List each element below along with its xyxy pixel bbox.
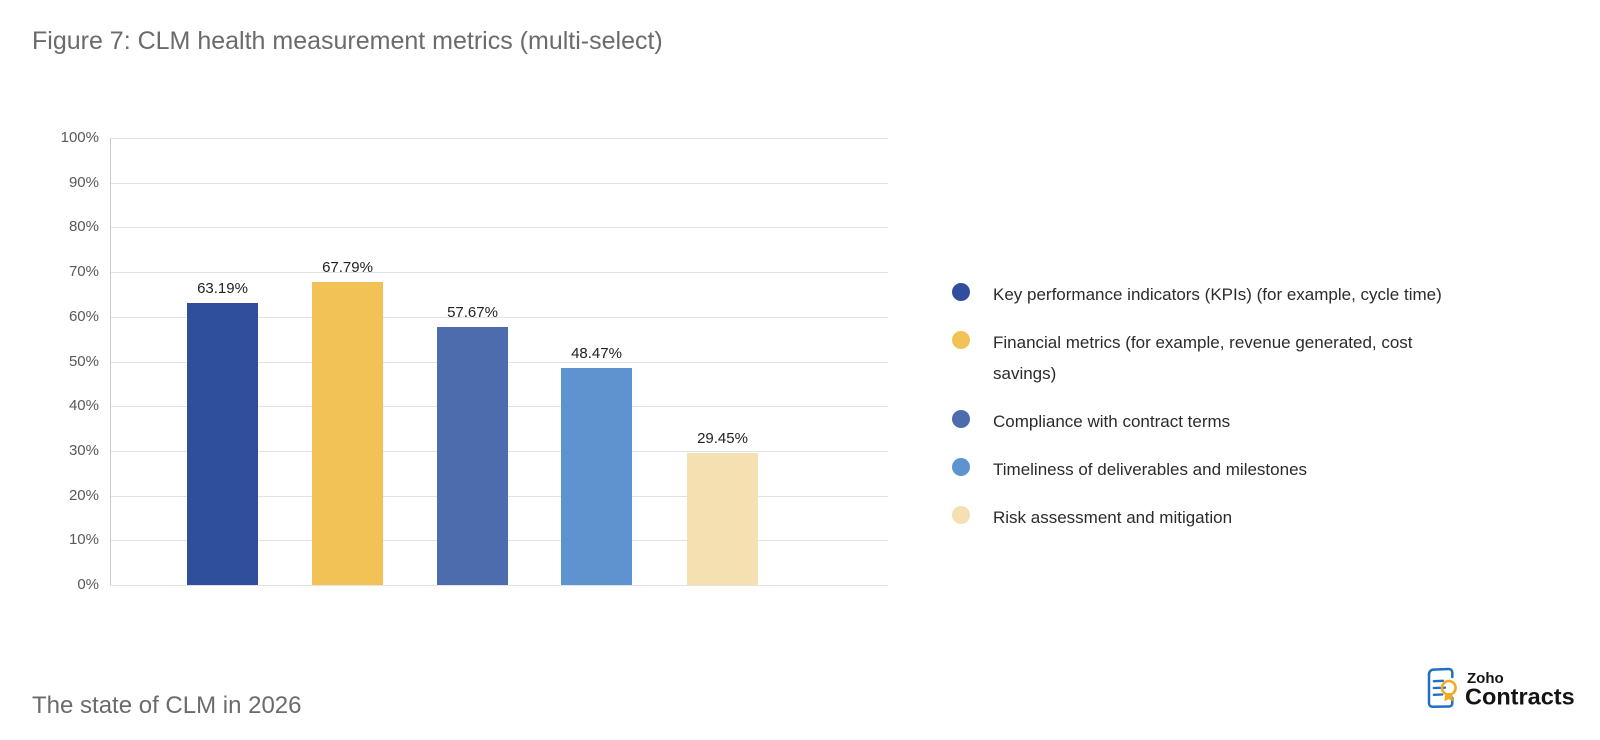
svg-text:Contracts: Contracts [1465,684,1575,710]
